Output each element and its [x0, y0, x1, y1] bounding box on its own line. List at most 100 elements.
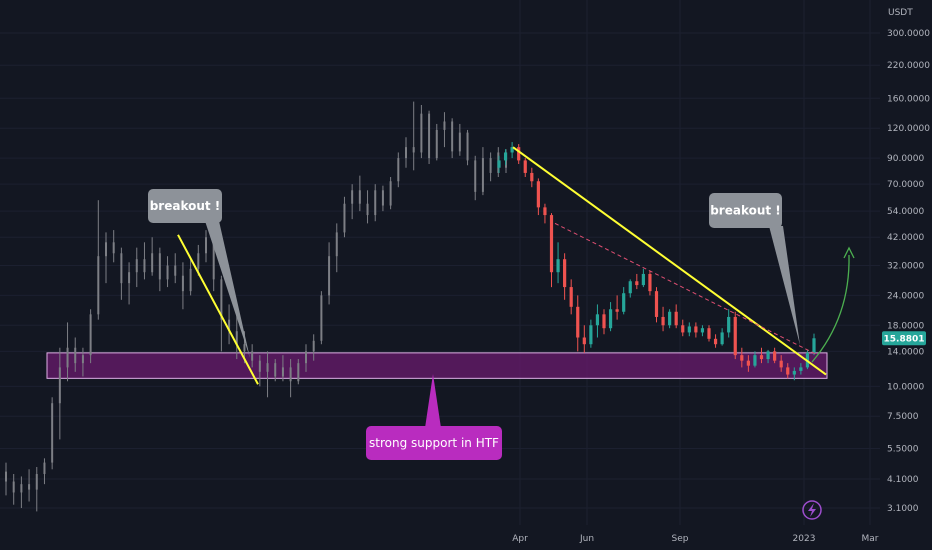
candle-recent — [668, 309, 672, 329]
candle-body — [251, 351, 254, 361]
y-tick-label: 18.0000 — [887, 321, 924, 331]
candle-body — [543, 207, 547, 216]
candle-recent — [530, 167, 534, 188]
candle-body — [428, 113, 431, 159]
y-tick-label: 7.5000 — [887, 412, 919, 422]
candle-recent — [792, 367, 796, 381]
candle-recent — [576, 295, 580, 352]
candle-faded — [481, 147, 484, 196]
candle-faded — [335, 223, 338, 273]
candle-faded — [266, 351, 269, 398]
candle-body — [228, 319, 231, 332]
candle-faded — [405, 137, 407, 168]
candle-recent — [720, 328, 724, 346]
candle-recent — [661, 306, 665, 332]
candle-faded — [351, 184, 354, 220]
candle-recent — [497, 155, 501, 173]
candle-recent — [563, 253, 567, 300]
candle-body — [320, 295, 323, 341]
candle-faded — [166, 256, 169, 288]
candle-body — [89, 314, 92, 356]
candle-body — [74, 347, 77, 364]
y-tick-label: 32.0000 — [887, 261, 924, 271]
support-zone-layer — [46, 352, 828, 379]
trendline-left — [177, 234, 259, 385]
candle-body — [746, 360, 750, 366]
candle-body — [128, 272, 131, 284]
candle-faded — [489, 152, 492, 182]
candle-recent — [622, 287, 626, 315]
projection-arrow — [811, 254, 850, 363]
candle-body — [549, 215, 554, 273]
candle-recent — [727, 309, 731, 338]
y-tick-label: 3.1000 — [887, 504, 919, 514]
candle-faded — [197, 244, 200, 276]
candle-body — [779, 360, 783, 368]
candle-body — [753, 355, 757, 366]
candle-recent — [556, 242, 560, 284]
candle-body — [35, 474, 38, 490]
candle-recent — [549, 213, 554, 288]
candle-recent — [595, 304, 600, 338]
candle-faded — [120, 247, 123, 300]
candle-body — [197, 253, 200, 269]
candle-recent — [503, 149, 508, 166]
candle-body — [358, 190, 361, 204]
candle-faded — [343, 196, 346, 238]
candle-body — [266, 363, 269, 372]
candle-body — [569, 287, 573, 307]
candle-body — [158, 253, 161, 280]
y-tick-label: 300.0000 — [887, 29, 930, 39]
candle-body — [648, 273, 652, 292]
candle-recent — [779, 355, 783, 372]
candle-faded — [281, 355, 284, 382]
candle-faded — [105, 232, 107, 284]
candle-faded — [397, 152, 400, 188]
trendline-right — [512, 146, 827, 376]
candle-faded — [5, 462, 7, 496]
candle-body — [5, 471, 7, 482]
candle-recent — [786, 363, 790, 379]
candle-body — [66, 347, 69, 368]
candle-body — [112, 242, 115, 254]
candle-body — [635, 281, 639, 286]
candle-recent — [608, 302, 613, 332]
candle-body — [343, 203, 346, 233]
candle-body — [602, 314, 606, 329]
y-tick-label: 160.0000 — [887, 94, 930, 104]
current-price-tag — [882, 331, 926, 346]
candle-body — [212, 237, 215, 280]
candle-body — [489, 158, 492, 173]
candle-body — [143, 259, 146, 273]
candle-body — [615, 309, 619, 312]
candle-body — [563, 259, 567, 288]
candle-body — [351, 190, 354, 204]
support-box — [366, 426, 502, 460]
candle-faded — [366, 190, 369, 224]
candle-body — [243, 344, 246, 352]
x-tick-label: Jun — [579, 534, 594, 544]
candle-recent — [615, 295, 619, 320]
candle-faded — [474, 155, 477, 201]
x-tick-label: Apr — [512, 534, 528, 544]
candle-body — [297, 363, 300, 382]
candle-body — [12, 481, 15, 493]
candle-body — [189, 268, 192, 292]
candle-body — [510, 147, 514, 153]
candle-body — [97, 256, 100, 315]
breakout-right-label: breakout ! — [710, 204, 781, 218]
candle-body — [556, 259, 560, 273]
candle-faded — [135, 247, 138, 288]
y-tick-label: 220.0000 — [887, 61, 930, 71]
candle-faded — [81, 347, 84, 377]
candle-body — [713, 338, 718, 345]
candle-body — [366, 203, 369, 216]
candle-recent — [628, 279, 632, 298]
y-tick-label: 120.0000 — [887, 124, 930, 134]
candle-faded — [466, 129, 469, 166]
callouts-layer: breakout ! breakout ! strong support in HT… — [148, 189, 800, 460]
candle-body — [687, 326, 691, 333]
candle-body — [397, 158, 400, 182]
